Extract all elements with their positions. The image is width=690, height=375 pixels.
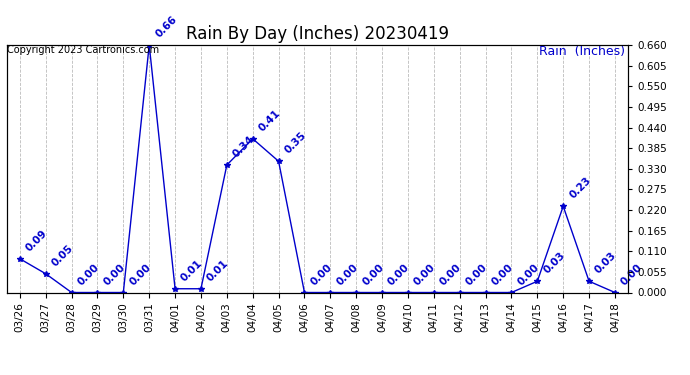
Text: 0.00: 0.00 — [386, 262, 411, 287]
Text: 0.01: 0.01 — [205, 258, 230, 283]
Text: 0.35: 0.35 — [283, 130, 308, 156]
Text: 0.00: 0.00 — [360, 262, 386, 287]
Text: 0.00: 0.00 — [412, 262, 437, 287]
Text: 0.00: 0.00 — [308, 262, 334, 287]
Text: 0.03: 0.03 — [593, 251, 618, 276]
Text: 0.00: 0.00 — [515, 262, 541, 287]
Text: 0.23: 0.23 — [567, 176, 593, 201]
Text: Copyright 2023 Cartronics.com: Copyright 2023 Cartronics.com — [7, 45, 159, 55]
Title: Rain By Day (Inches) 20230419: Rain By Day (Inches) 20230419 — [186, 26, 449, 44]
Text: 0.00: 0.00 — [335, 262, 359, 287]
Text: 0.00: 0.00 — [101, 262, 127, 287]
Text: 0.01: 0.01 — [179, 258, 204, 283]
Text: 0.00: 0.00 — [76, 262, 101, 287]
Text: 0.09: 0.09 — [24, 228, 49, 253]
Text: Rain  (Inches): Rain (Inches) — [539, 45, 625, 58]
Text: 0.00: 0.00 — [490, 262, 515, 287]
Text: 0.05: 0.05 — [50, 243, 75, 268]
Text: 0.66: 0.66 — [153, 14, 179, 39]
Text: 0.00: 0.00 — [128, 262, 152, 287]
Text: 0.41: 0.41 — [257, 108, 282, 133]
Text: 0.03: 0.03 — [542, 251, 566, 276]
Text: 0.34: 0.34 — [231, 134, 257, 159]
Text: 0.00: 0.00 — [619, 262, 644, 287]
Text: 0.00: 0.00 — [438, 262, 463, 287]
Text: 0.00: 0.00 — [464, 262, 489, 287]
